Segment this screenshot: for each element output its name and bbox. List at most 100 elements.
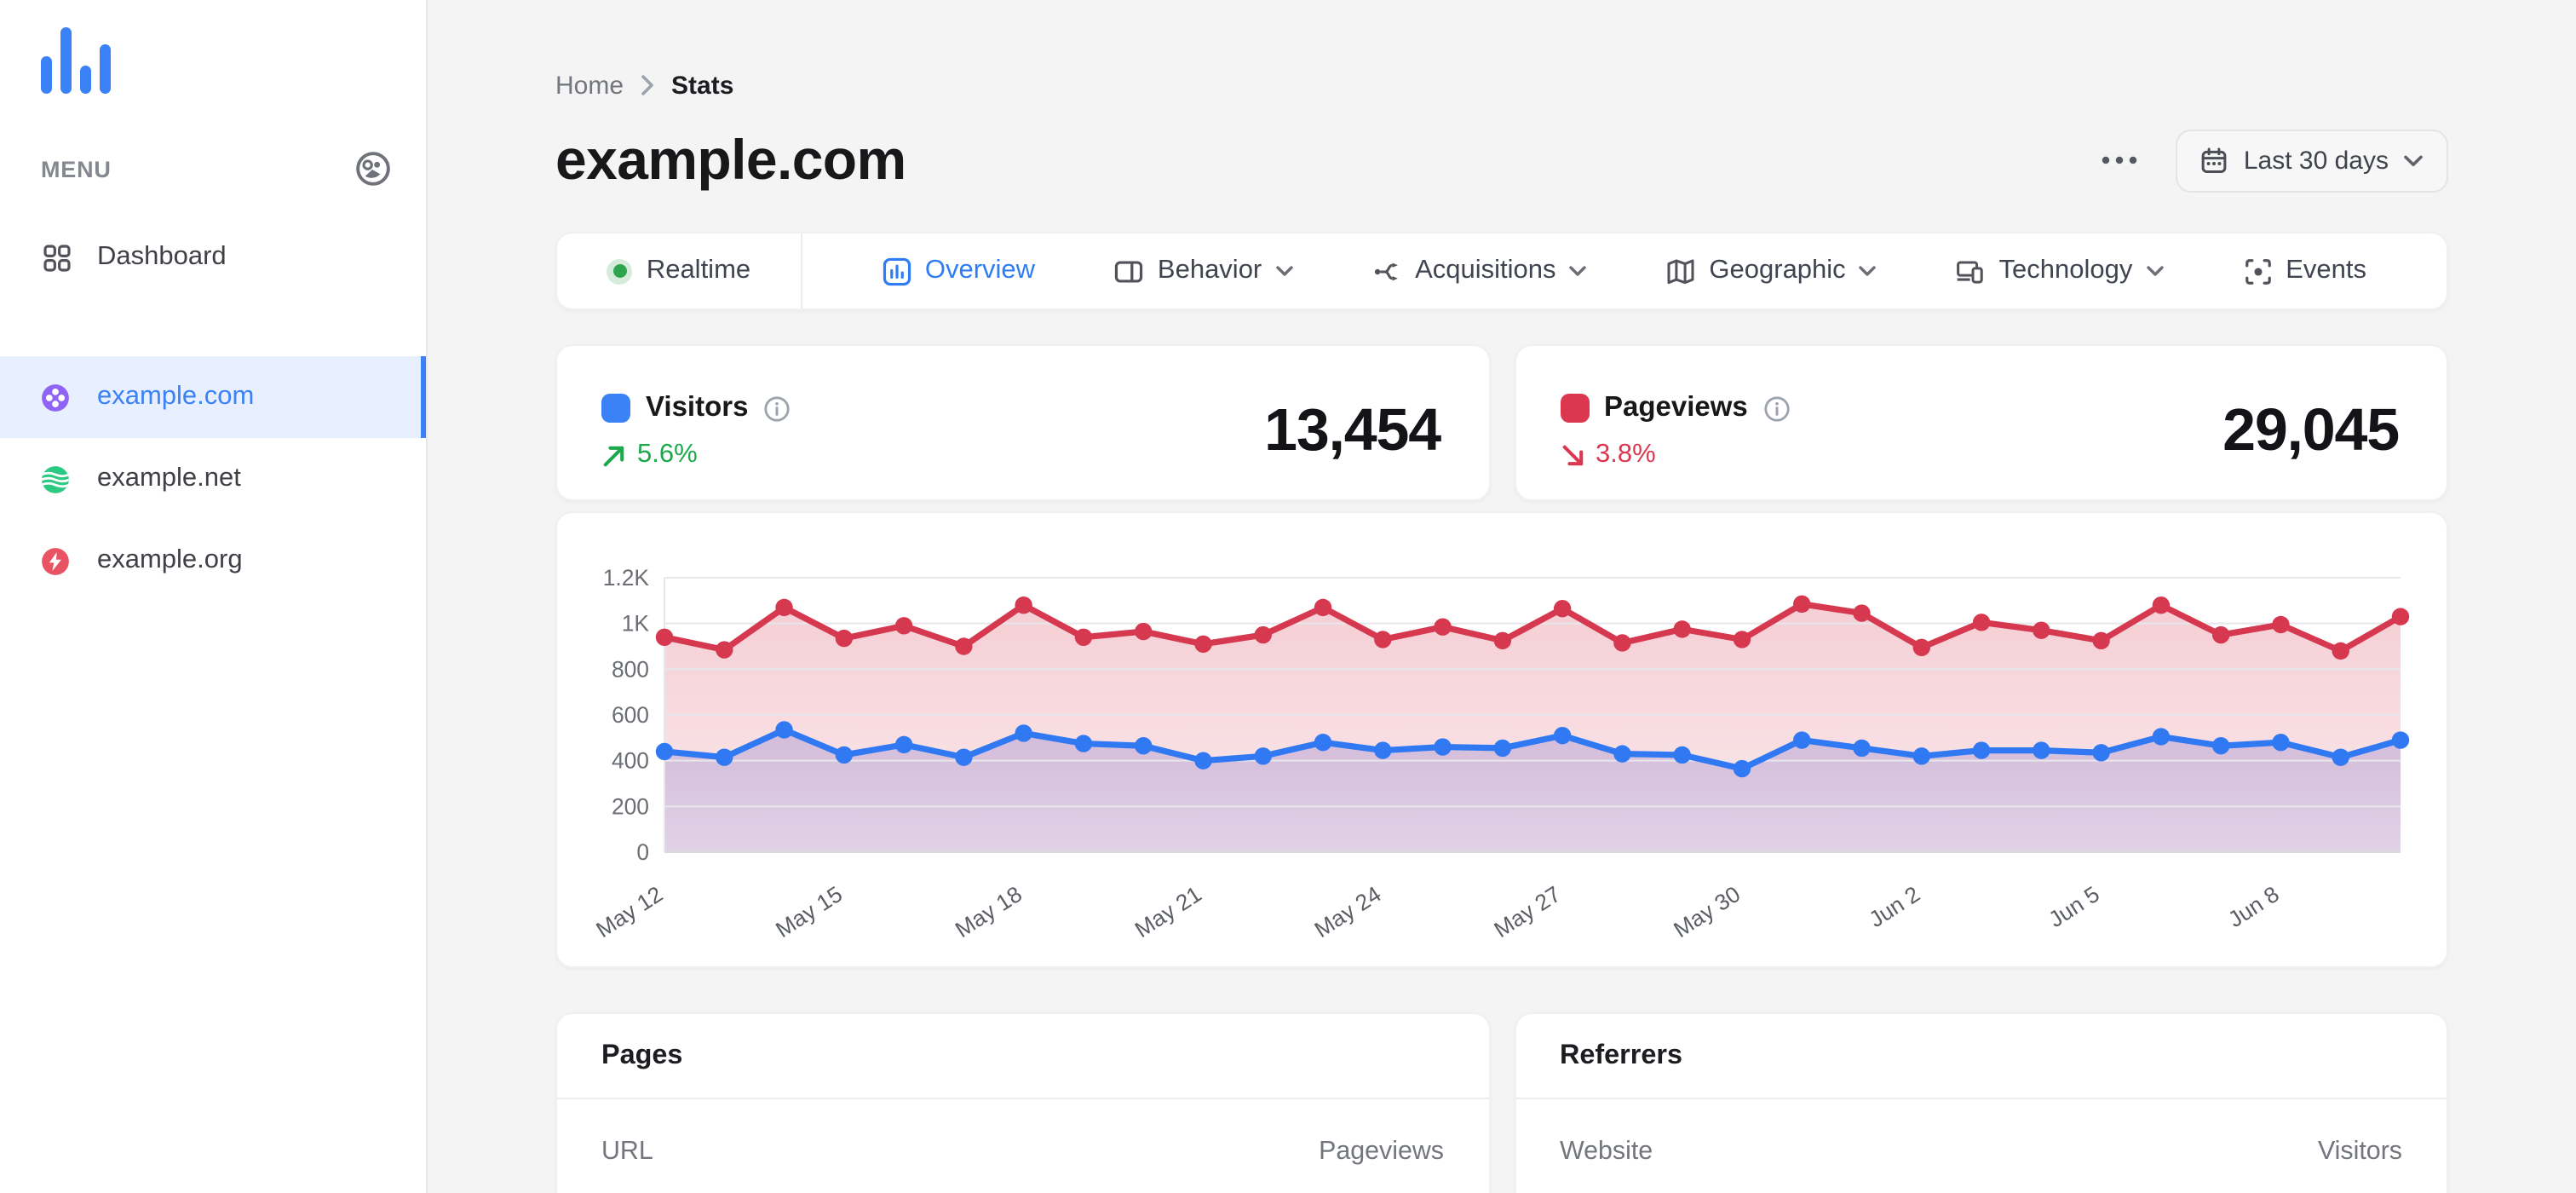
chart-marker[interactable] (2152, 728, 2171, 746)
chart-marker[interactable] (1972, 614, 1991, 631)
x-axis-label: May 24 (1310, 881, 1386, 942)
chart-marker[interactable] (1733, 631, 1751, 648)
chart-marker[interactable] (1374, 631, 1392, 648)
chart-marker[interactable] (1194, 752, 1212, 769)
app-logo-icon[interactable] (41, 24, 112, 104)
chart-marker[interactable] (1613, 745, 1631, 763)
chart-marker[interactable] (2272, 734, 2290, 752)
chart-marker[interactable] (1074, 735, 1093, 752)
chart-marker[interactable] (1135, 622, 1153, 641)
chart-marker[interactable] (1673, 620, 1691, 638)
chart-marker[interactable] (1733, 759, 1751, 778)
info-icon[interactable] (1763, 395, 1791, 422)
chart-marker[interactable] (835, 746, 854, 764)
chart-marker[interactable] (655, 628, 674, 646)
chart-marker[interactable] (1434, 738, 1452, 756)
chart-marker[interactable] (1074, 628, 1093, 646)
x-axis-label: May 21 (1130, 881, 1206, 942)
x-axis-label: May 12 (591, 881, 667, 942)
devices-icon (1957, 256, 1986, 285)
tab-acquisitions[interactable]: Acquisitions (1372, 256, 1587, 286)
chart-marker[interactable] (1493, 631, 1512, 649)
breadcrumb-current: Stats (671, 71, 734, 100)
chart-marker[interactable] (1972, 741, 1991, 759)
tab-technology[interactable]: Technology (1957, 256, 2164, 286)
chart-marker[interactable] (775, 721, 793, 739)
chart-marker[interactable] (2391, 608, 2410, 625)
chart-marker[interactable] (2211, 737, 2230, 755)
chart-marker[interactable] (1434, 618, 1452, 636)
chart-marker[interactable] (1015, 724, 1032, 742)
chart-marker[interactable] (1374, 741, 1392, 759)
sidebar-item-dashboard[interactable]: Dashboard (0, 220, 426, 295)
chart-marker[interactable] (1314, 598, 1332, 617)
chart-marker[interactable] (1015, 596, 1032, 614)
chart-marker[interactable] (894, 617, 913, 635)
chart-marker[interactable] (894, 735, 913, 754)
chart-marker[interactable] (2391, 731, 2410, 749)
chart-marker[interactable] (955, 748, 973, 766)
chart-marker[interactable] (1553, 726, 1572, 745)
tab-divider (801, 233, 802, 308)
tab-geographic[interactable]: Geographic (1666, 256, 1877, 286)
chart-marker[interactable] (1853, 739, 1871, 758)
chart-marker[interactable] (1194, 635, 1212, 654)
chart-marker[interactable] (955, 637, 973, 655)
sidebar-site-example-net[interactable]: example.net (0, 438, 426, 520)
table-title: Referrers (1560, 1040, 1682, 1070)
tab-behavior[interactable]: Behavior (1115, 256, 1292, 286)
chevron-right-icon (641, 75, 654, 95)
chart-marker[interactable] (1912, 638, 1930, 657)
chart-marker[interactable] (835, 629, 854, 648)
chevron-down-icon (1569, 266, 1587, 276)
chart-marker[interactable] (2092, 744, 2110, 762)
chart-marker[interactable] (1853, 604, 1871, 622)
column-header-url: URL (601, 1136, 653, 1165)
chart-marker[interactable] (1793, 595, 1811, 614)
tab-realtime[interactable]: Realtime (557, 233, 801, 308)
header-actions: Last 30 days (2094, 129, 2448, 192)
chart-marker[interactable] (2211, 625, 2230, 644)
chart-marker[interactable] (2272, 615, 2290, 634)
chart-marker[interactable] (2033, 741, 2050, 759)
site-label: example.com (97, 382, 255, 411)
chart-marker[interactable] (1613, 634, 1631, 652)
chart-marker[interactable] (1314, 734, 1332, 752)
tab-overview[interactable]: Overview (883, 256, 1035, 286)
bar-chart-icon (883, 256, 911, 285)
chart-marker[interactable] (716, 641, 733, 659)
breadcrumb-home-link[interactable]: Home (555, 71, 624, 100)
info-icon[interactable] (763, 395, 791, 422)
chart-marker[interactable] (716, 748, 733, 766)
chart-marker[interactable] (2033, 621, 2050, 639)
more-options-button[interactable] (2094, 135, 2145, 186)
chart-marker[interactable] (2332, 642, 2349, 660)
pages-table-card: Pages URL Pageviews (555, 1012, 1490, 1193)
stat-label: Visitors (646, 392, 749, 423)
chevron-down-icon (1859, 266, 1877, 276)
sidebar-site-example-org[interactable]: example.org (0, 520, 426, 602)
chart-marker[interactable] (2092, 631, 2110, 649)
menu-header: MENU (41, 150, 392, 187)
chart-marker[interactable] (1135, 737, 1153, 755)
site-label: example.net (97, 464, 241, 493)
chart-marker[interactable] (1254, 625, 1272, 644)
chart-marker[interactable] (2152, 596, 2171, 614)
page-title: example.com (555, 128, 906, 191)
chart-marker[interactable] (775, 598, 793, 617)
scan-icon (2243, 256, 2272, 285)
traffic-chart[interactable]: 1.2K 1K 800 600 400 200 0 May 12 May 15 May 18 May… (557, 513, 2447, 966)
referrers-table-card: Referrers Website Visitors (1514, 1012, 2448, 1193)
chart-marker[interactable] (2332, 748, 2349, 766)
sidebar-toggle-icon[interactable] (354, 150, 392, 187)
chart-marker[interactable] (1553, 600, 1572, 618)
chart-marker[interactable] (1793, 731, 1811, 749)
chart-marker[interactable] (1673, 746, 1691, 764)
chart-marker[interactable] (655, 742, 674, 761)
sidebar-site-example-com[interactable]: example.com (0, 356, 426, 438)
tab-events[interactable]: Events (2243, 256, 2366, 286)
chart-marker[interactable] (1493, 739, 1512, 758)
chart-marker[interactable] (1254, 747, 1272, 765)
chart-marker[interactable] (1912, 747, 1930, 765)
date-range-button[interactable]: Last 30 days (2175, 129, 2448, 192)
